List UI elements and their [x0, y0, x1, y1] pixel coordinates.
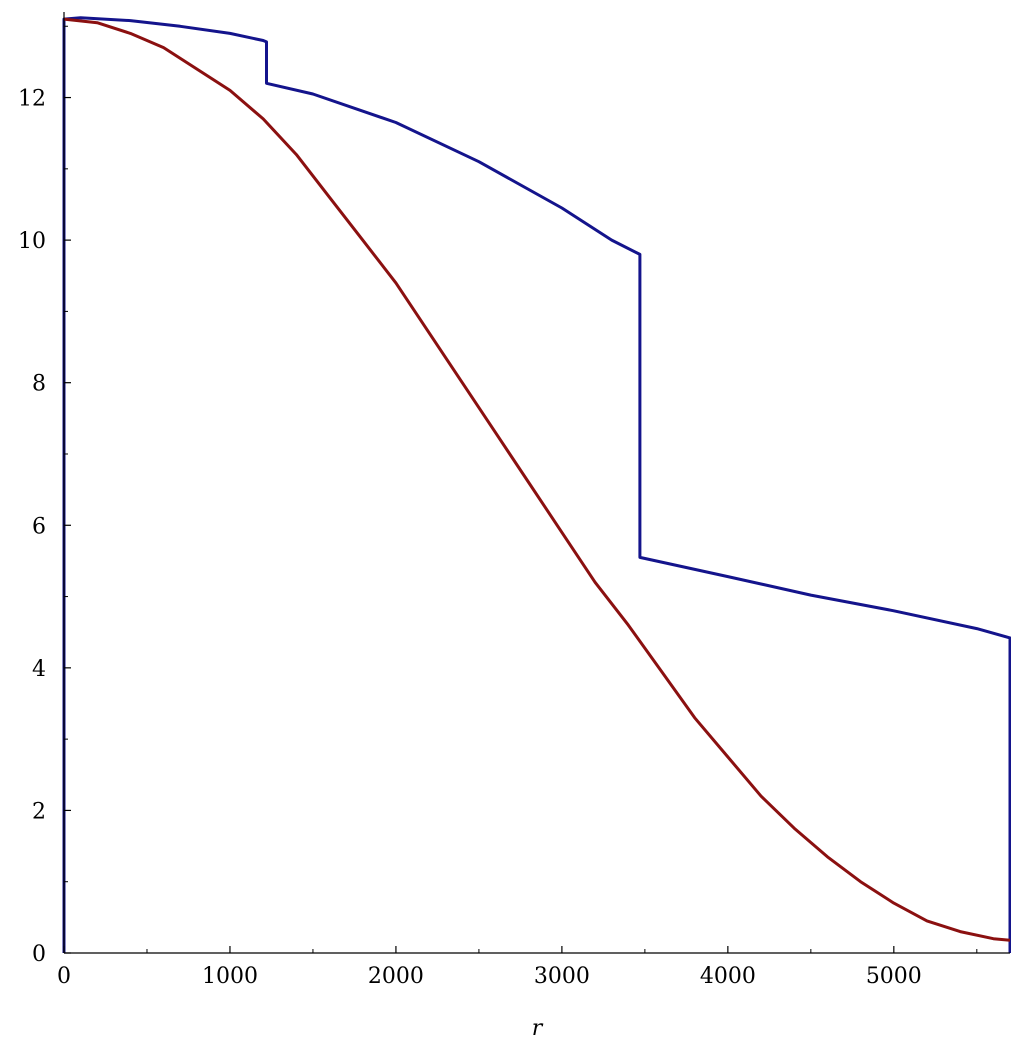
x-tick-label: 3000: [534, 964, 590, 989]
y-tick-label: 6: [32, 514, 46, 539]
axes-layer: [63, 12, 1010, 954]
y-tick-label: 10: [18, 229, 46, 254]
series-layer: [62, 16, 1011, 953]
x-tick-label: 5000: [866, 964, 922, 989]
y-tick-label: 12: [18, 87, 46, 112]
ticks-layer: 0 1000 2000 3000 4000 5000 0 2 4 6 8 10 12: [18, 25, 978, 989]
x-tick-label: 1000: [202, 964, 258, 989]
x-tick-label: 2000: [368, 964, 424, 989]
y-tick-label: 0: [32, 942, 46, 967]
y-tick-label: 8: [32, 372, 46, 397]
x-tick-label: 0: [57, 964, 71, 989]
series-line-2: [63, 17, 1011, 942]
series-line-1: [62, 16, 1011, 953]
x-axis-title: r: [532, 1016, 544, 1041]
y-tick-label: 4: [32, 657, 46, 682]
x-tick-label: 4000: [700, 964, 756, 989]
y-tick-label: 2: [32, 799, 46, 824]
